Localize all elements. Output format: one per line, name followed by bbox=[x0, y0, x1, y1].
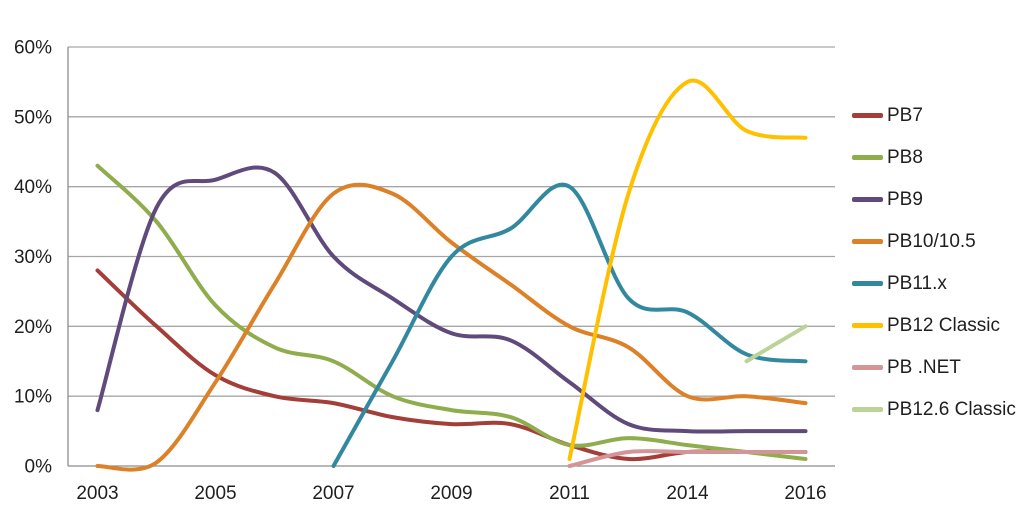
legend-item-pb8: PB8 bbox=[852, 146, 1016, 169]
legend-item-pb12-classic: PB12 Classic bbox=[852, 314, 1016, 337]
legend-label: PB12 Classic bbox=[887, 314, 1000, 336]
legend-item-pb7: PB7 bbox=[852, 104, 1016, 127]
y-axis-tick-label: 40% bbox=[14, 177, 52, 198]
legend-label: PB12.6 Classic bbox=[887, 398, 1016, 420]
series-line-pb10-10.5 bbox=[95, 182, 808, 472]
y-axis-tick-label: 20% bbox=[14, 317, 52, 338]
legend-swatch bbox=[852, 407, 883, 412]
y-axis-tick-label: 30% bbox=[14, 247, 52, 268]
legend-swatch bbox=[852, 113, 883, 118]
x-axis-tick-label: 2011 bbox=[549, 483, 590, 504]
legend-label: PB8 bbox=[887, 146, 923, 168]
series-line-pb-.net bbox=[567, 448, 808, 468]
legend-label: PB11.x bbox=[887, 272, 947, 294]
series-line-pb11.x bbox=[331, 182, 808, 468]
legend-swatch bbox=[852, 323, 883, 328]
legend-item-pb9: PB9 bbox=[852, 188, 1016, 211]
x-axis-tick-label: 2016 bbox=[784, 483, 826, 504]
legend-swatch bbox=[852, 197, 883, 202]
series-line-pb9 bbox=[95, 165, 808, 434]
series-line-pb8 bbox=[95, 163, 808, 461]
legend-swatch bbox=[852, 281, 883, 286]
legend-swatch bbox=[852, 239, 883, 244]
legend-label: PB .NET bbox=[887, 356, 961, 378]
legend-item-pb12.6-classic: PB12.6 Classic bbox=[852, 398, 1016, 421]
y-axis-tick-label: 10% bbox=[14, 387, 52, 408]
x-axis-tick-label: 2007 bbox=[312, 483, 354, 504]
x-axis-tick-label: 2014 bbox=[666, 483, 709, 504]
legend-item-pb-.net: PB .NET bbox=[852, 356, 1016, 379]
y-axis-tick-label: 60% bbox=[14, 38, 52, 59]
x-axis-tick-label: 2003 bbox=[76, 483, 118, 504]
legend-swatch bbox=[852, 155, 883, 160]
legend-label: PB9 bbox=[887, 188, 923, 210]
series-line-pb12.6-classic bbox=[744, 324, 808, 364]
x-axis-tick-label: 2005 bbox=[194, 483, 236, 504]
legend-swatch bbox=[852, 365, 883, 370]
y-axis-tick-label: 0% bbox=[25, 457, 53, 478]
x-axis-tick-label: 2009 bbox=[430, 483, 472, 504]
legend-item-pb10-10.5: PB10/10.5 bbox=[852, 230, 1016, 253]
legend-item-pb11.x: PB11.x bbox=[852, 272, 1016, 295]
legend-label: PB10/10.5 bbox=[887, 230, 976, 252]
series-line-pb12-classic bbox=[567, 78, 808, 462]
legend: PB7 PB8 PB9 PB10/10.5 PB11.x PB12 Classic PB .… bbox=[852, 104, 1016, 421]
y-axis-tick-label: 50% bbox=[14, 107, 52, 128]
legend-label: PB7 bbox=[887, 104, 923, 126]
